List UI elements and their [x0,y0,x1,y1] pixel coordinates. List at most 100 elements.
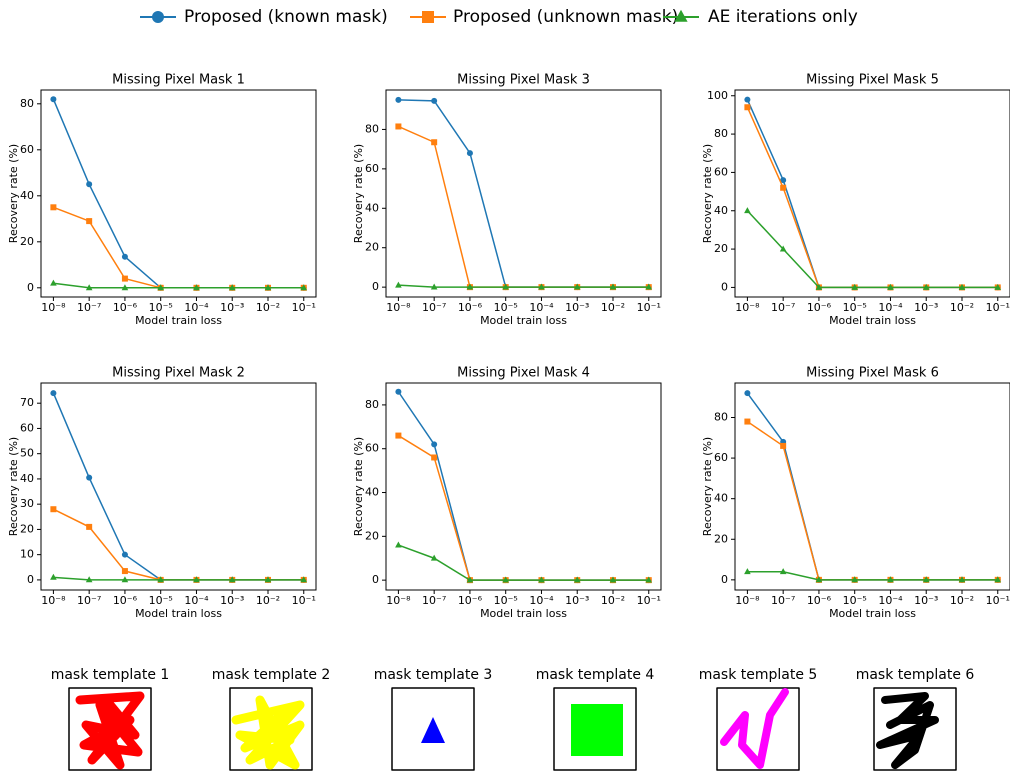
marker [467,150,473,156]
y-tick-label: 40 [714,492,728,505]
marker [86,218,92,224]
series-line [398,392,648,580]
y-tick-label: 20 [714,242,728,255]
marker [50,204,56,210]
y-tick-label: 20 [20,235,34,248]
x-tick-label: 10⁻⁸ [41,594,66,607]
plot-frame [735,383,1010,590]
x-tick-label: 10⁻⁶ [807,594,832,607]
series-line [53,509,303,580]
marker [395,97,401,103]
marker [122,552,128,558]
plot-frame [386,90,661,297]
y-tick-label: 40 [365,486,379,499]
y-tick-label: 60 [365,162,379,175]
chart-title: Missing Pixel Mask 3 [457,73,590,88]
chart-title: Missing Pixel Mask 6 [806,366,939,381]
x-tick-label: 10⁻⁵ [149,594,173,607]
x-tick-label: 10⁻² [950,301,974,314]
x-tick-label: 10⁻³ [914,301,938,314]
x-tick-label: 10⁻⁵ [494,301,518,314]
x-tick-label: 10⁻⁷ [771,301,795,314]
plot-frame [386,383,661,590]
mask-shape [571,704,623,756]
marker [50,574,57,580]
marker [780,185,786,191]
x-tick-label: 10⁻² [601,301,625,314]
chart-title: Missing Pixel Mask 5 [806,73,939,88]
legend-label: Proposed (unknown mask) [453,7,678,27]
y-tick-label: 20 [365,241,379,254]
y-tick-label: 80 [20,97,34,110]
marker [422,11,434,23]
marker [122,568,128,574]
x-tick-label: 10⁻⁴ [878,301,903,314]
y-tick-label: 20 [365,529,379,542]
marker [744,419,750,425]
marker [744,97,750,103]
chart-title: Missing Pixel Mask 4 [457,366,590,381]
plot-frame [41,383,316,590]
plot-frame [41,90,316,297]
x-tick-label: 10⁻⁸ [41,301,66,314]
x-tick-label: 10⁻³ [220,594,244,607]
y-tick-label: 30 [20,497,34,510]
figure: Proposed (known mask) Proposed (unknown m… [0,0,1010,772]
y-tick-label: 20 [714,532,728,545]
x-tick-label: 10⁻² [256,301,280,314]
x-tick-label: 10⁻² [950,594,974,607]
x-tick-label: 10⁻¹ [637,594,661,607]
marker [122,276,128,282]
x-tick-label: 10⁻⁴ [184,594,209,607]
x-tick-label: 10⁻¹ [292,301,316,314]
x-tick-label: 10⁻⁸ [735,594,760,607]
series-line [53,99,303,288]
x-axis-label: Model train loss [135,607,222,620]
y-axis-label: Recovery rate (%) [352,144,365,243]
x-tick-label: 10⁻³ [914,594,938,607]
x-tick-label: 10⁻³ [565,594,589,607]
series-line [747,107,997,287]
x-axis-label: Model train loss [480,314,567,327]
x-tick-label: 10⁻² [256,594,280,607]
x-tick-label: 10⁻⁸ [735,301,760,314]
y-axis-label: Recovery rate (%) [352,437,365,536]
x-tick-label: 10⁻¹ [292,594,316,607]
y-tick-label: 40 [365,201,379,214]
legend-label: AE iterations only [708,7,858,27]
x-tick-label: 10⁻⁷ [77,594,101,607]
x-tick-label: 10⁻⁶ [458,301,483,314]
y-tick-label: 70 [20,396,34,409]
x-tick-label: 10⁻⁷ [771,594,795,607]
marker [50,96,56,102]
marker [122,254,128,260]
x-tick-label: 10⁻¹ [986,301,1010,314]
mask-images [69,688,956,770]
x-tick-label: 10⁻⁷ [422,301,446,314]
mask-label: mask template 5 [699,667,818,683]
x-tick-label: 10⁻¹ [637,301,661,314]
y-tick-label: 60 [714,451,728,464]
series-line [747,393,997,580]
y-tick-label: 10 [20,548,34,561]
mask-label: mask template 2 [212,667,331,683]
y-axis-label: Recovery rate (%) [7,144,20,243]
legend-label: Proposed (known mask) [184,7,388,27]
marker [431,454,437,460]
x-tick-label: 10⁻⁴ [529,594,554,607]
mask-label: mask template 1 [51,667,170,683]
y-tick-label: 60 [20,143,34,156]
x-tick-label: 10⁻⁵ [494,594,518,607]
marker [744,207,751,213]
y-tick-label: 0 [721,280,728,293]
marker [86,475,92,481]
x-tick-label: 10⁻⁶ [807,301,832,314]
y-tick-label: 80 [365,122,379,135]
plot-frame [735,90,1010,297]
x-tick-label: 10⁻⁷ [77,301,101,314]
marker [50,506,56,512]
y-tick-label: 0 [27,281,34,294]
marker [431,441,437,447]
y-tick-label: 20 [20,522,34,535]
x-tick-label: 10⁻⁶ [113,301,138,314]
